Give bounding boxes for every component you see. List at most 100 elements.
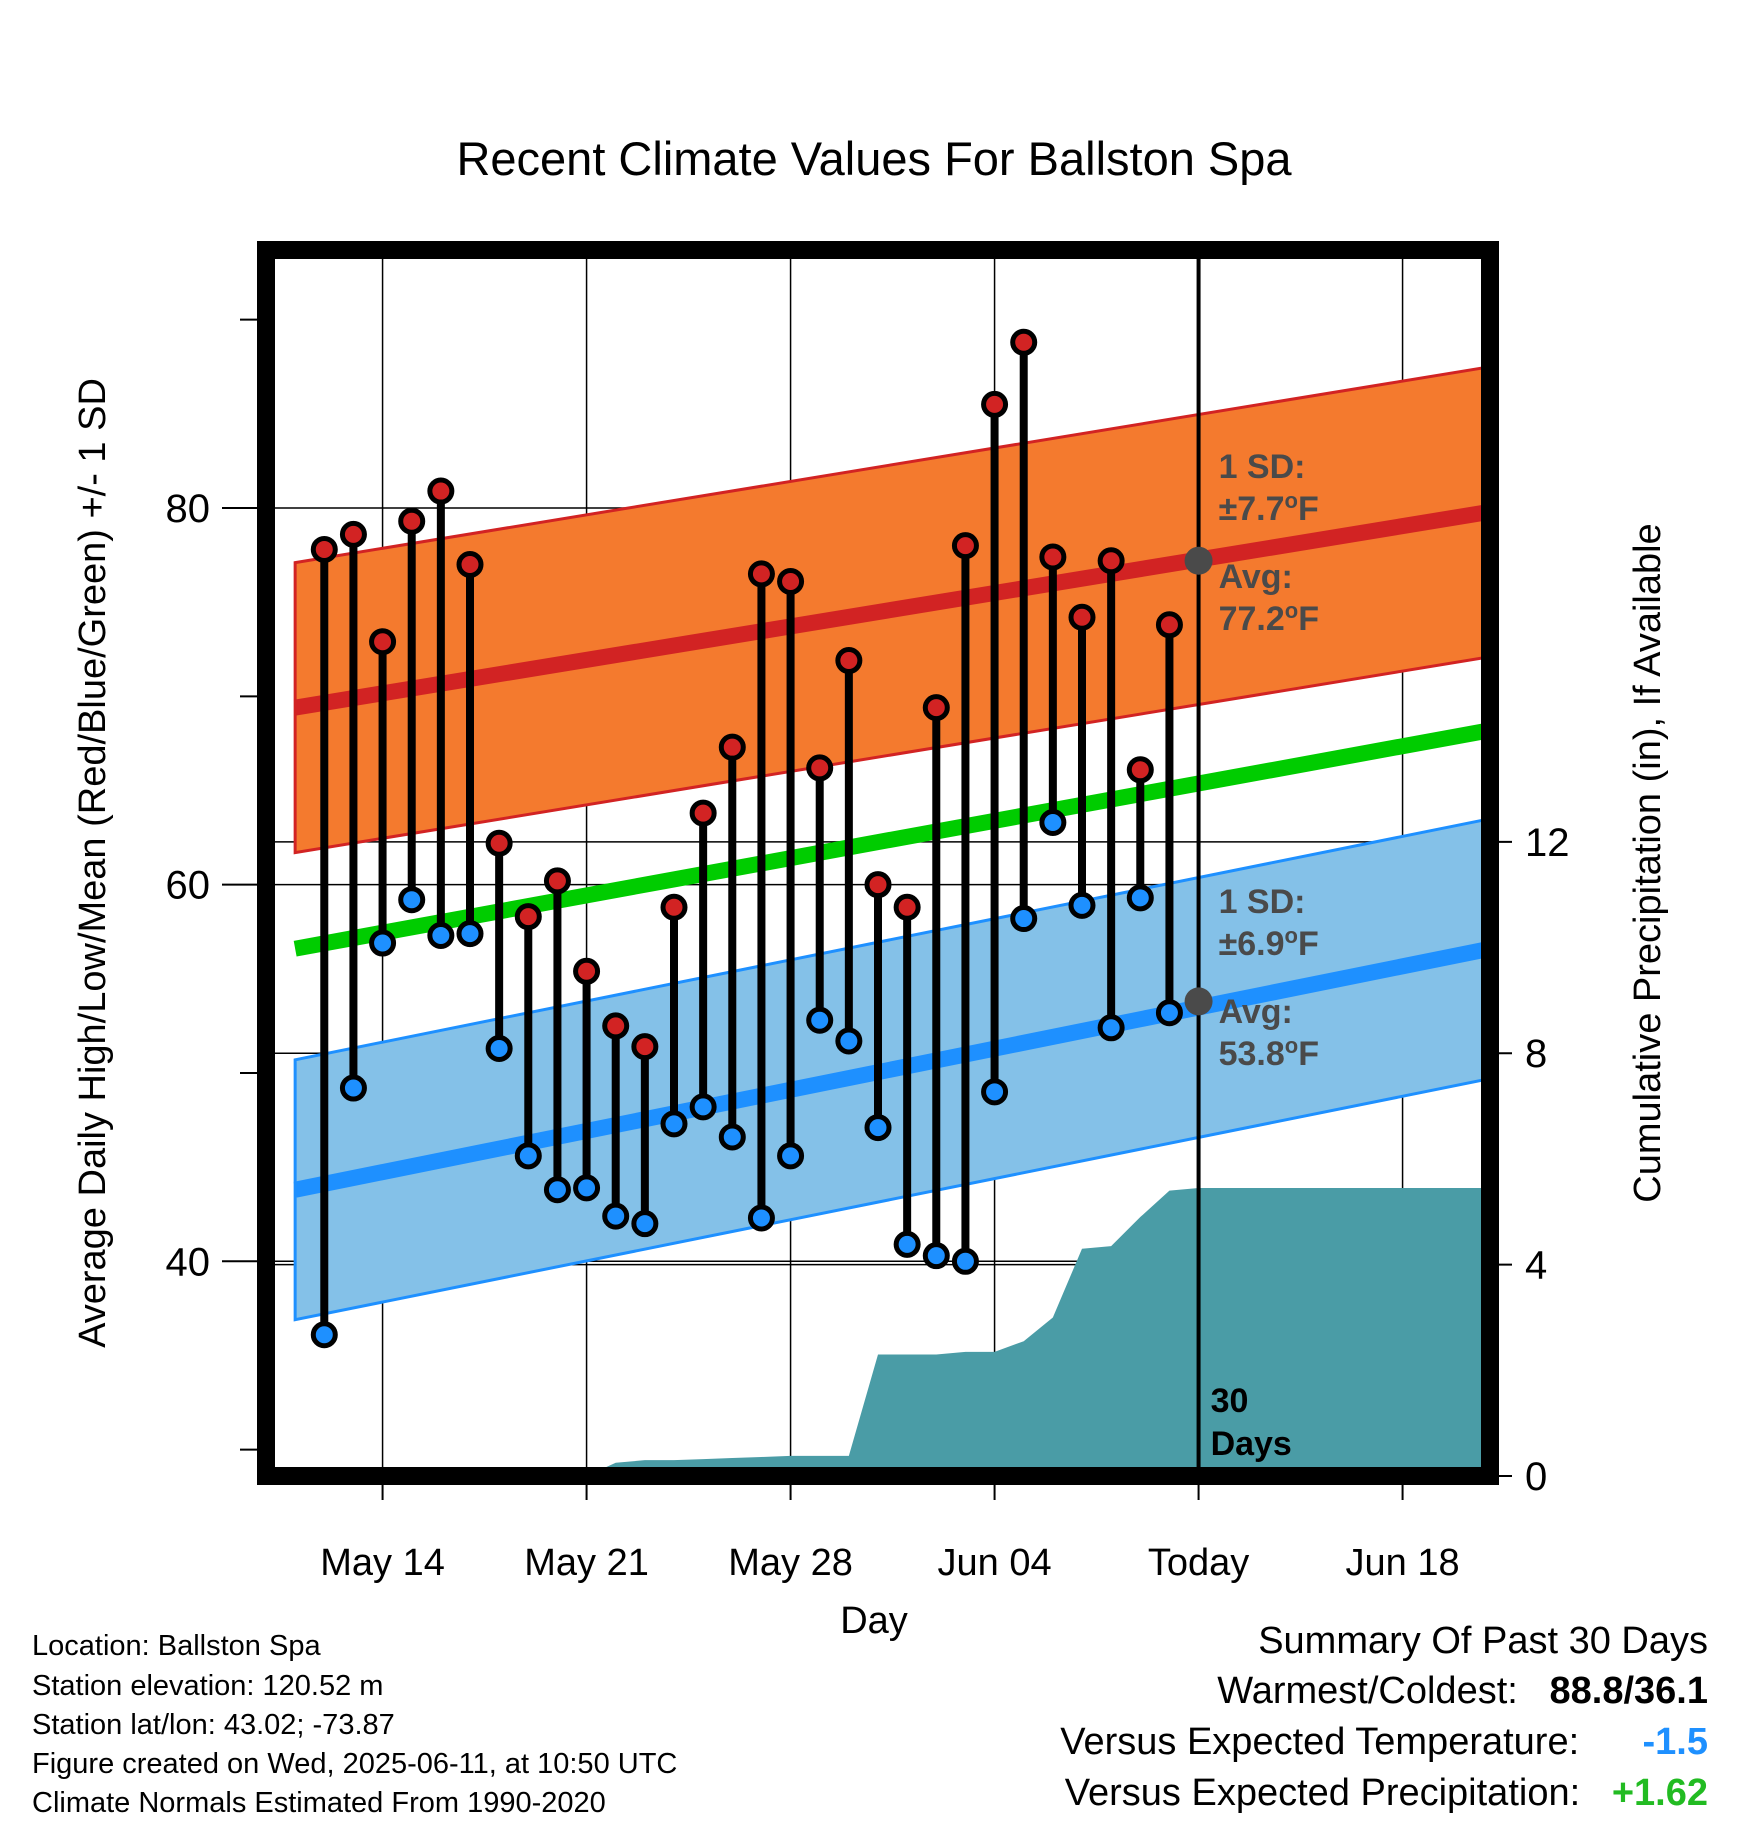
days-count-word: Days [1211,1425,1292,1463]
daily-low-point [747,1204,775,1232]
daily-low-point [1097,1014,1125,1042]
x-tick-label: Jun 04 [938,1542,1052,1584]
summary-temp-label: Versus Expected Temperature: [1060,1721,1580,1763]
daily-high-point [456,551,484,579]
daily-high-point [398,507,426,535]
daily-high-point [485,829,513,857]
high-avg-value: 77.2oF [1219,598,1319,638]
daily-high-point [893,893,921,921]
y2-tick-label: 0 [1525,1455,1547,1499]
summary-warmest-coldest: Warmest/Coldest: 88.8/36.1 [1217,1670,1708,1713]
daily-high-point [369,628,397,656]
daily-high-point [573,957,601,985]
daily-low-point [602,1202,630,1230]
daily-high-point [835,647,863,675]
daily-low-point [1126,884,1154,912]
daily-high-point [514,903,542,931]
summary-precip-label: Versus Expected Precipitation: [1064,1772,1581,1814]
y2-tick-label: 12 [1525,821,1570,865]
daily-high-point [747,560,775,588]
summary-warm-label: Warmest/Coldest: [1217,1670,1518,1712]
y-tick-label: 40 [166,1240,211,1284]
summary-temp-value: -1.5 [1642,1721,1708,1763]
footer-normals: Climate Normals Estimated From 1990-2020 [32,1787,606,1819]
daily-low-point [951,1247,979,1275]
y2-tick-label: 8 [1525,1032,1547,1076]
footer-latlon: Station lat/lon: 43.02; -73.87 [32,1709,395,1741]
daily-high-point [718,733,746,761]
low-sd-title: 1 SD: [1219,883,1306,921]
daily-low-point [1010,905,1038,933]
x-axis-label: Day [840,1600,908,1642]
y-tick-label: 80 [166,487,211,531]
summary-precip-value: +1.62 [1611,1772,1708,1814]
footer-created: Figure created on Wed, 2025-06-11, at 10… [32,1748,678,1780]
daily-high-point [864,871,892,899]
footer-elevation: Station elevation: 120.52 m [32,1670,384,1702]
daily-high-point [1097,547,1125,575]
normal-high-line [293,503,1490,716]
daily-high-point [922,694,950,722]
footer-location: Location: Ballston Spa [32,1630,321,1662]
daily-high-point [631,1033,659,1061]
daily-low-point [573,1174,601,1202]
daily-low-point [339,1074,367,1102]
daily-low-point [1068,891,1096,919]
x-tick-label: May 14 [320,1542,445,1584]
precip-area [586,1187,1490,1476]
low-sd-value: ±6.9oF [1219,923,1319,963]
y2-tick-label: 4 [1525,1244,1547,1288]
y2-axis-label: Cumulative Precipitation (in), If Availa… [1627,523,1669,1202]
daily-low-point [660,1110,688,1138]
daily-high-point [981,390,1009,418]
daily-high-point [689,799,717,827]
x-tick-label: Today [1148,1542,1249,1584]
y-axis-label: Average Daily High/Low/Mean (Red/Blue/Gr… [72,378,114,1348]
daily-low-point [777,1142,805,1170]
high-avg-title: Avg: [1219,558,1293,596]
x-tick-label: May 28 [728,1542,853,1584]
daily-high-point [951,532,979,560]
low-avg-title: Avg: [1219,993,1293,1031]
x-tick-label: May 21 [524,1542,649,1584]
daily-low-point [981,1078,1009,1106]
daily-low-point [427,922,455,950]
daily-high-point [1068,603,1096,631]
daily-low-point [631,1210,659,1238]
daily-high-point [806,754,834,782]
normal-low-line [293,940,1490,1198]
daily-low-point [456,920,484,948]
normal-mean-line [293,722,1490,957]
daily-low-point [310,1321,338,1349]
daily-high-point [1155,611,1183,639]
daily-low-point [1155,999,1183,1027]
daily-high-point [1126,756,1154,784]
daily-low-point [922,1242,950,1270]
high-sd-title: 1 SD: [1219,448,1306,486]
summary-warm-value: 88.8/36.1 [1549,1670,1708,1712]
summary-title: Summary Of Past 30 Days [1258,1620,1708,1662]
daily-high-point [543,867,571,895]
daily-low-point [689,1093,717,1121]
daily-high-point [339,520,367,548]
daily-low-point [835,1027,863,1055]
daily-low-point [806,1006,834,1034]
daily-high-point [602,1012,630,1040]
low-avg-value: 53.8oF [1219,1033,1319,1073]
plot-frame [257,241,1499,1485]
daily-high-point [1010,328,1038,356]
daily-low-point [398,886,426,914]
y-tick-label: 60 [166,864,211,908]
today-high-avg-dot [1184,546,1213,575]
daily-low-point [369,929,397,957]
summary-precipitation: Versus Expected Precipitation: +1.62 [1065,1772,1708,1815]
daily-low-point [893,1230,921,1258]
today-low-avg-dot [1184,987,1213,1016]
axes: 40 60 80 0 4 8 12 May 14 May 21 May 28 Jun 04 Today… [166,241,1570,1584]
daily-low-point [543,1176,571,1204]
daily-high-point [427,477,455,505]
chart-title: Recent Climate Values For Ballston Spa [456,132,1292,185]
daily-high-point [777,567,805,595]
